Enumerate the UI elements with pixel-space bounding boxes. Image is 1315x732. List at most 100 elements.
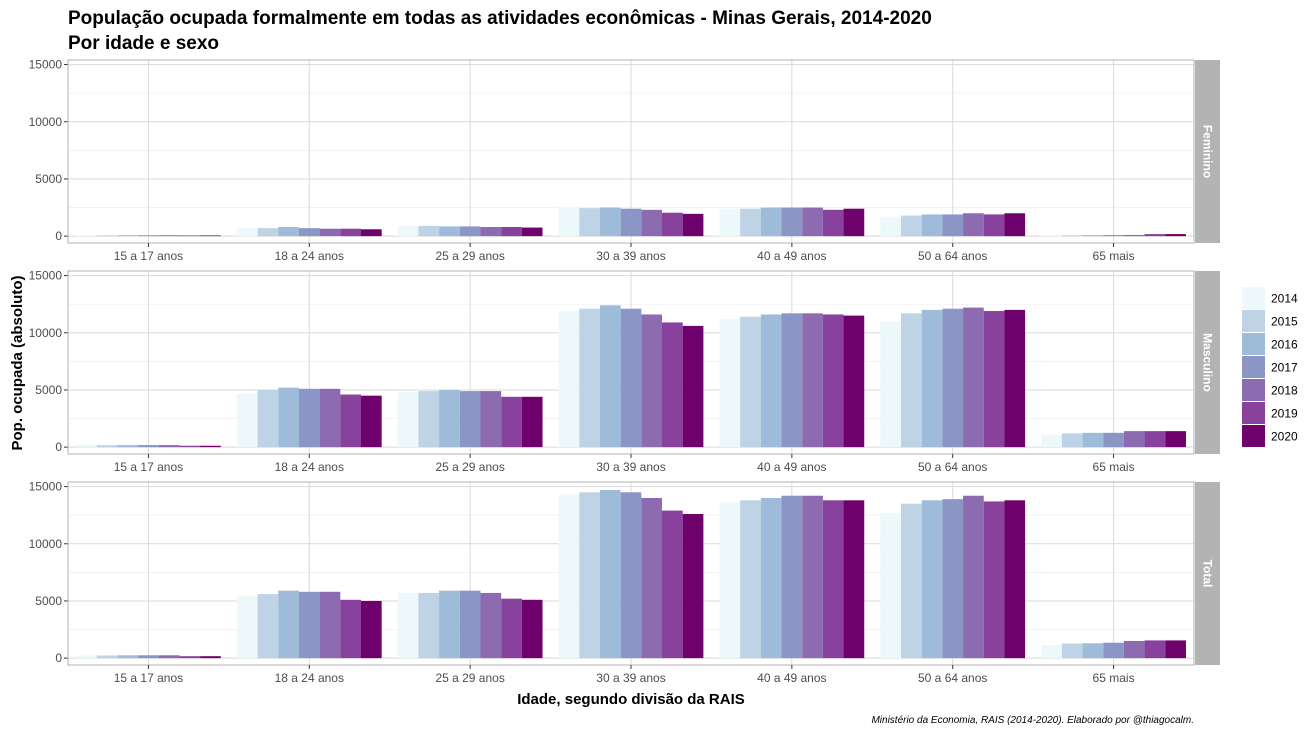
bar-masculino-2019-5 bbox=[822, 314, 844, 448]
bar-total-2017-2 bbox=[298, 591, 320, 659]
bar-total-2017-4 bbox=[620, 492, 642, 659]
facet-strip-label: Feminino bbox=[1201, 125, 1215, 178]
bar-feminino-2015-4 bbox=[579, 208, 600, 237]
bar-feminino-2014-5 bbox=[719, 208, 741, 237]
bar-masculino-2016-7 bbox=[1082, 432, 1104, 448]
y-tick-label: 15000 bbox=[29, 58, 63, 72]
bar-masculino-2016-3 bbox=[439, 389, 460, 448]
bar-masculino-2014-5 bbox=[719, 319, 741, 448]
x-tick-label: 25 a 29 anos bbox=[435, 460, 504, 474]
bar-total-2017-7 bbox=[1103, 642, 1124, 659]
bar-masculino-2018-4 bbox=[641, 314, 663, 448]
legend: 2014 2015 2016 2017 2018 2019 2020 bbox=[1242, 287, 1298, 447]
bar-total-2018-7 bbox=[1123, 640, 1145, 659]
bar-masculino-2014-1 bbox=[76, 444, 97, 448]
bar-feminino-2020-2 bbox=[360, 229, 382, 237]
x-tick-label: 65 mais bbox=[1093, 249, 1135, 263]
facet-strip bbox=[1195, 482, 1220, 665]
bar-masculino-2020-4 bbox=[682, 325, 704, 448]
y-tick-label: 10000 bbox=[29, 537, 63, 551]
y-tick-label: 5000 bbox=[35, 594, 62, 608]
bar-feminino-2017-2 bbox=[298, 228, 320, 237]
bar-feminino-2016-3 bbox=[439, 226, 460, 237]
bar-feminino-2015-3 bbox=[418, 225, 440, 237]
bar-total-2019-1 bbox=[179, 656, 201, 659]
legend-label-2015: 2015 bbox=[1271, 315, 1298, 329]
x-tick-label: 25 a 29 anos bbox=[435, 671, 504, 685]
bar-masculino-2016-6 bbox=[921, 309, 943, 448]
bar-feminino-2019-6 bbox=[983, 214, 1005, 237]
chart-title: População ocupada formalmente em todas a… bbox=[68, 8, 932, 29]
bar-feminino-2014-7 bbox=[1041, 235, 1062, 237]
bar-feminino-2020-6 bbox=[1004, 213, 1026, 237]
bar-masculino-2018-7 bbox=[1123, 431, 1145, 448]
x-tick-label: 18 a 24 anos bbox=[275, 249, 344, 263]
x-tick-label: 30 a 39 anos bbox=[596, 249, 665, 263]
legend-label-2016: 2016 bbox=[1271, 338, 1298, 352]
bar-feminino-2016-6 bbox=[921, 214, 943, 237]
bar-masculino-2016-2 bbox=[278, 387, 299, 448]
bar-total-2019-5 bbox=[822, 500, 844, 659]
bar-masculino-2019-2 bbox=[340, 394, 361, 448]
x-tick-label: 25 a 29 anos bbox=[435, 249, 504, 263]
x-tick-label: 30 a 39 anos bbox=[596, 460, 665, 474]
bar-feminino-2019-1 bbox=[179, 235, 201, 237]
bar-total-2015-3 bbox=[418, 592, 440, 659]
bar-masculino-2018-2 bbox=[319, 388, 341, 448]
bar-total-2017-5 bbox=[781, 495, 803, 659]
bar-masculino-2017-6 bbox=[942, 308, 964, 448]
bar-feminino-2015-7 bbox=[1061, 235, 1083, 237]
bar-total-2014-2 bbox=[236, 596, 258, 659]
legend-label-2017: 2017 bbox=[1271, 361, 1298, 375]
bar-masculino-2015-2 bbox=[257, 389, 279, 448]
bar-feminino-2018-4 bbox=[641, 209, 663, 237]
bar-total-2018-4 bbox=[641, 498, 663, 659]
y-tick-label: 15000 bbox=[29, 269, 63, 283]
x-tick-label: 65 mais bbox=[1093, 671, 1135, 685]
bar-masculino-2014-3 bbox=[397, 392, 419, 448]
bar-masculino-2019-6 bbox=[983, 311, 1005, 448]
bar-total-2020-3 bbox=[521, 599, 543, 659]
legend-key-2015 bbox=[1242, 310, 1265, 332]
legend-label-2020: 2020 bbox=[1271, 430, 1298, 444]
bar-feminino-2014-1 bbox=[76, 235, 97, 237]
x-tick-label: 65 mais bbox=[1093, 460, 1135, 474]
bar-total-2019-4 bbox=[662, 510, 683, 659]
bar-masculino-2020-3 bbox=[521, 396, 543, 448]
bar-feminino-2020-1 bbox=[200, 235, 221, 237]
y-tick-label: 0 bbox=[55, 440, 62, 454]
bar-feminino-2014-6 bbox=[880, 216, 902, 237]
bar-feminino-2014-2 bbox=[236, 227, 258, 237]
bar-feminino-2017-5 bbox=[781, 207, 803, 237]
bar-masculino-2019-1 bbox=[179, 445, 201, 448]
bar-masculino-2017-4 bbox=[620, 308, 642, 448]
panel-feminino: 0 5000 10000 15000 15 a 17 anos 18 a 24 anos 2… bbox=[29, 58, 1220, 263]
bar-feminino-2015-1 bbox=[96, 235, 118, 237]
bar-masculino-2017-1 bbox=[138, 445, 159, 448]
bar-total-2014-4 bbox=[558, 494, 580, 659]
bar-masculino-2015-7 bbox=[1061, 433, 1083, 448]
bar-total-2020-6 bbox=[1004, 500, 1026, 659]
bar-feminino-2017-7 bbox=[1103, 234, 1124, 237]
y-tick-label: 5000 bbox=[35, 383, 62, 397]
bar-total-2020-1 bbox=[200, 656, 221, 659]
bar-masculino-2015-4 bbox=[579, 308, 600, 448]
bar-feminino-2016-1 bbox=[117, 235, 139, 237]
legend-key-2014 bbox=[1242, 287, 1265, 309]
bar-feminino-2018-2 bbox=[319, 228, 341, 237]
bar-masculino-2015-6 bbox=[901, 313, 922, 448]
bar-total-2015-6 bbox=[901, 503, 922, 659]
bar-feminino-2020-4 bbox=[682, 213, 704, 237]
bar-total-2016-4 bbox=[599, 490, 621, 659]
x-tick-label: 50 a 64 anos bbox=[918, 249, 987, 263]
x-tick-label: 15 a 17 anos bbox=[114, 671, 183, 685]
y-axis-title: Pop. ocupada (absoluto) bbox=[9, 275, 26, 450]
x-tick-label: 30 a 39 anos bbox=[596, 671, 665, 685]
bar-total-2018-2 bbox=[319, 591, 341, 659]
facet-panels: 0 5000 10000 15000 15 a 17 anos 18 a 24 anos 2… bbox=[29, 58, 1220, 685]
bar-feminino-2017-3 bbox=[459, 226, 481, 237]
bar-masculino-2020-1 bbox=[200, 445, 221, 448]
bar-total-2017-1 bbox=[138, 655, 159, 659]
bar-total-2017-6 bbox=[942, 499, 964, 659]
